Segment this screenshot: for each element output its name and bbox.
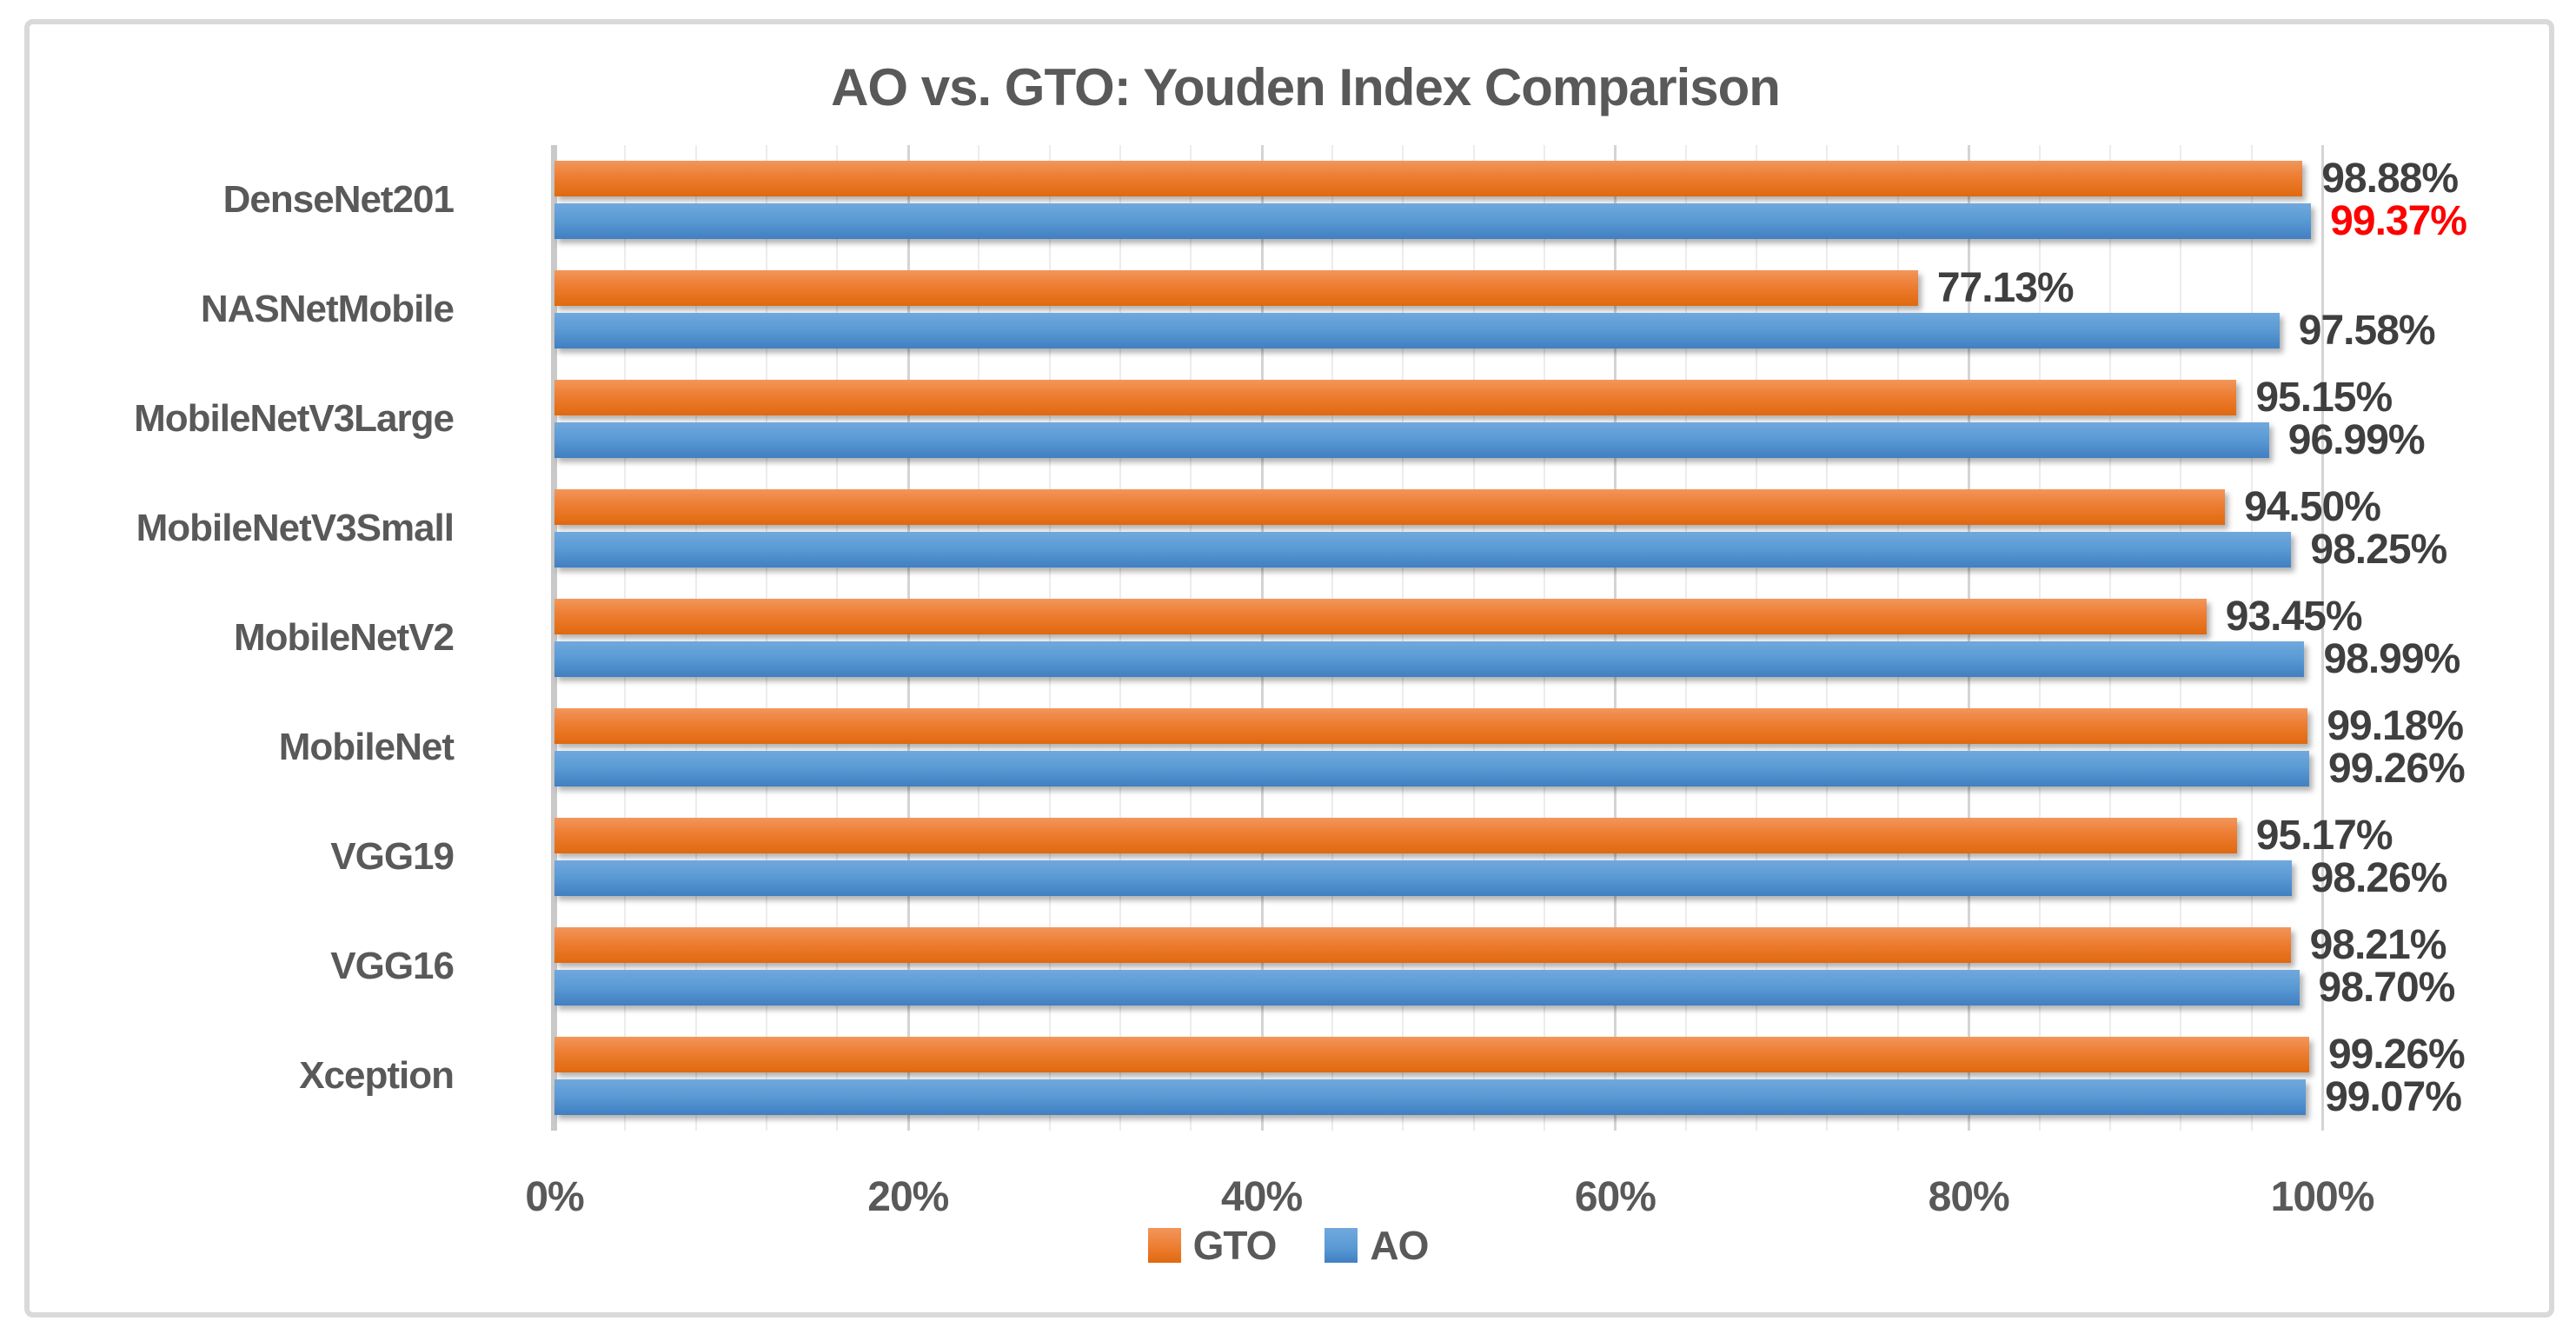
category-label-nasnetmobile: NASNetMobile	[200, 288, 455, 330]
legend-label-ao: AO	[1370, 1223, 1429, 1268]
gto-value-label-mobilenetv2: 93.45%	[2225, 594, 2363, 640]
gto-value-label-vgg19: 95.17%	[2255, 813, 2393, 859]
gto-bar-nasnetmobile	[554, 270, 1918, 306]
gto-value-label-xception: 99.26%	[2327, 1032, 2466, 1078]
minor-gridline	[1544, 145, 1546, 1131]
minor-gridline	[836, 145, 839, 1131]
major-gridline	[1614, 145, 1617, 1131]
minor-gridline	[978, 145, 980, 1131]
major-gridline	[906, 145, 910, 1131]
category-label-mobilenetv3small: MobileNetV3Small	[136, 507, 455, 549]
minor-gridline	[1756, 145, 1758, 1131]
value-axis-line	[551, 145, 557, 1131]
gto-bar-mobilenetv3large	[554, 380, 2237, 415]
gto-bar-xception	[554, 1037, 2309, 1072]
value-axis-ticks: 0% 20% 40% 60% 80% 100%	[525, 1174, 2374, 1227]
category-label-vgg19: VGG19	[330, 835, 455, 878]
ao-value-label-xception: 99.07%	[2325, 1074, 2462, 1120]
gto-bar-vgg16	[554, 927, 2291, 963]
major-gridline	[2321, 145, 2324, 1131]
gto-bar-vgg19	[554, 818, 2237, 853]
category-label-vgg16: VGG16	[330, 945, 455, 987]
category-label-mobilenetv2: MobileNetV2	[233, 616, 455, 659]
minor-gridline	[766, 145, 768, 1131]
x-tick-40: 40%	[1221, 1174, 1303, 1220]
x-tick-20: 20%	[867, 1174, 949, 1220]
chart-title: AO vs. GTO: Youden Index Comparison	[831, 58, 1781, 116]
gto-value-label-mobilenetv3large: 95.15%	[2255, 375, 2393, 421]
gto-swatch-icon	[1147, 1228, 1181, 1263]
ao-bar-densenet201	[554, 203, 2312, 239]
x-tick-0: 0%	[525, 1174, 584, 1220]
gto-bar-mobilenet	[554, 708, 2308, 744]
legend-item-gto: GTO	[1147, 1222, 1278, 1269]
ao-value-label-mobilenetv2: 98.99%	[2323, 636, 2460, 682]
category-label-mobilenet: MobileNet	[278, 726, 455, 768]
category-label-xception: Xception	[299, 1054, 455, 1097]
legend-item-ao: AO	[1325, 1222, 1429, 1269]
minor-gridline	[2108, 145, 2111, 1131]
minor-gridline	[1896, 145, 1899, 1131]
ao-bar-mobilenetv2	[554, 641, 2305, 677]
legend: GTO AO	[0, 1222, 2576, 1269]
ao-value-label-mobilenetv3large: 96.99%	[2287, 417, 2426, 463]
minor-gridline	[1119, 145, 1121, 1131]
ao-value-label-vgg16: 98.70%	[2318, 965, 2456, 1011]
ao-value-label-nasnetmobile: 97.58%	[2298, 308, 2436, 354]
ao-value-label-mobilenetv3small: 98.25%	[2310, 527, 2447, 573]
ao-bar-mobilenet	[554, 751, 2309, 786]
ao-value-label-mobilenet: 99.26%	[2327, 746, 2466, 792]
gto-value-label-nasnetmobile: 77.13%	[1936, 265, 2075, 311]
gto-value-label-mobilenetv3small: 94.50%	[2244, 484, 2381, 530]
ao-swatch-icon	[1325, 1228, 1358, 1263]
ao-bar-vgg19	[554, 860, 2292, 896]
major-gridline	[1260, 145, 1264, 1131]
gto-value-label-mobilenet: 99.18%	[2327, 703, 2464, 749]
category-axis: DenseNet201 NASNetMobile MobileNetV3Large M…	[35, 145, 455, 1131]
minor-gridline	[1190, 145, 1192, 1131]
ao-bar-vgg16	[554, 970, 2300, 1005]
ao-bar-nasnetmobile	[554, 313, 2280, 348]
gto-value-label-vgg16: 98.21%	[2309, 922, 2447, 968]
x-tick-60: 60%	[1574, 1174, 1656, 1220]
ao-value-label-vgg19: 98.26%	[2310, 855, 2448, 901]
category-label-densenet201: DenseNet201	[222, 178, 455, 221]
gto-bar-mobilenetv2	[554, 599, 2207, 634]
minor-gridline	[2180, 145, 2182, 1131]
plot-area: 98.88% 99.37% 77.13% 97.58% 95.15% 96.99% 94.5…	[551, 145, 2467, 1131]
category-label-mobilenetv3large: MobileNetV3Large	[134, 397, 455, 440]
major-gridline	[1968, 145, 1971, 1131]
minor-gridline	[1048, 145, 1051, 1131]
gto-value-label-densenet201: 98.88%	[2321, 156, 2459, 202]
minor-gridline	[1472, 145, 1475, 1131]
legend-label-gto: GTO	[1192, 1223, 1278, 1268]
minor-gridline	[1826, 145, 1829, 1131]
minor-gridline	[1402, 145, 1404, 1131]
ao-bar-mobilenetv3large	[554, 422, 2269, 458]
gto-bar-densenet201	[554, 161, 2303, 196]
minor-gridline	[1684, 145, 1687, 1131]
minor-gridline	[2250, 145, 2253, 1131]
ao-value-label-densenet201: 99.37%	[2330, 198, 2467, 244]
minor-gridline	[1331, 145, 1333, 1131]
minor-gridline	[2038, 145, 2041, 1131]
ao-bar-xception	[554, 1079, 2307, 1115]
x-tick-80: 80%	[1928, 1174, 2010, 1220]
minor-gridline	[624, 145, 627, 1131]
ao-bar-mobilenetv3small	[554, 532, 2292, 567]
gto-bar-mobilenetv3small	[554, 489, 2226, 525]
minor-gridline	[694, 145, 697, 1131]
x-tick-100: 100%	[2270, 1174, 2375, 1220]
